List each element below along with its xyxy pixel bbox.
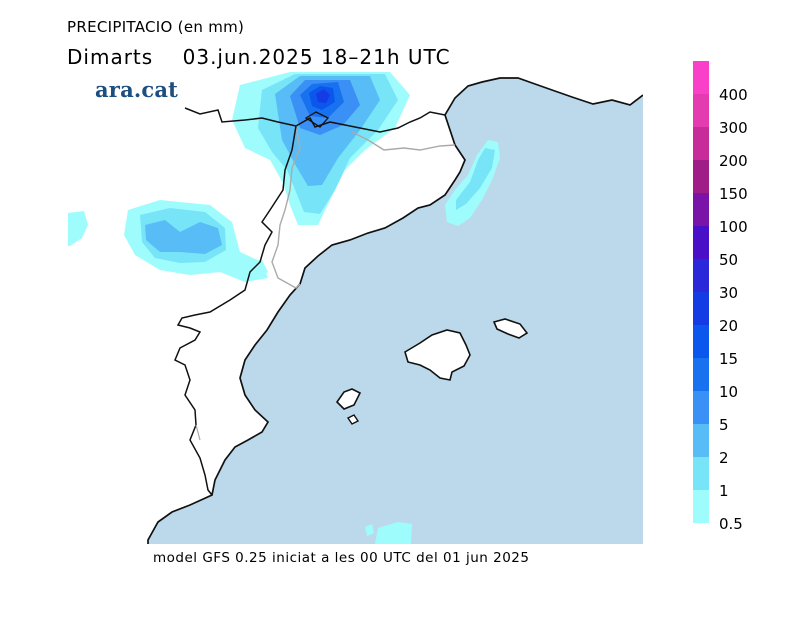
coastline <box>147 77 643 544</box>
map-title: PRECIPITACIO (en mm) <box>67 18 245 36</box>
legend-swatch <box>693 61 709 94</box>
legend-swatch <box>693 160 709 193</box>
legend-swatch <box>693 457 709 490</box>
legend-swatch <box>693 94 709 127</box>
legend-swatch <box>693 325 709 358</box>
interior-border-gray <box>195 424 201 441</box>
model-info: model GFS 0.25 iniciat a les 00 UTC del … <box>153 550 530 566</box>
legend-label: 150 <box>719 185 748 203</box>
legend-swatch <box>693 358 709 391</box>
legend-label: 30 <box>719 284 739 302</box>
sea <box>148 78 643 544</box>
forecast-period: Dimarts 03.jun.2025 18–21h UTC <box>67 45 451 69</box>
forecast-day: Dimarts <box>67 45 154 69</box>
legend-swatch <box>693 424 709 457</box>
precipitation-areas <box>68 72 500 544</box>
legend-label: 20 <box>719 317 739 335</box>
legend-label: 15 <box>719 350 739 368</box>
legend-label: 1 <box>719 482 729 500</box>
national-border <box>184 107 446 133</box>
legend-colorbar <box>693 61 709 523</box>
legend-label: 5 <box>719 416 729 434</box>
legend-label: 400 <box>719 86 748 104</box>
legend-swatch <box>693 391 709 424</box>
legend-swatch <box>693 193 709 226</box>
legend-label: 10 <box>719 383 739 401</box>
legend-label: 0.5 <box>719 515 743 533</box>
andorra-border <box>304 111 330 128</box>
forecast-datetime: 03.jun.2025 18–21h UTC <box>182 45 451 69</box>
formentera-island <box>346 414 360 425</box>
legend-label: 300 <box>719 119 748 137</box>
legend-label: 2 <box>719 449 729 467</box>
menorca-island <box>492 318 529 339</box>
regional-border-north <box>351 131 456 151</box>
mallorca-island <box>404 329 471 381</box>
legend-swatch <box>693 226 709 259</box>
regional-border <box>271 125 301 289</box>
legend-label: 100 <box>719 218 748 236</box>
legend-swatch <box>693 127 709 160</box>
legend-swatch <box>693 259 709 292</box>
legend-label: 200 <box>719 152 748 170</box>
legend-swatch <box>693 490 709 523</box>
eivissa-island <box>335 388 362 410</box>
legend-swatch <box>693 292 709 325</box>
legend-label: 50 <box>719 251 739 269</box>
ara-cat-logo: ara.cat <box>95 77 179 102</box>
